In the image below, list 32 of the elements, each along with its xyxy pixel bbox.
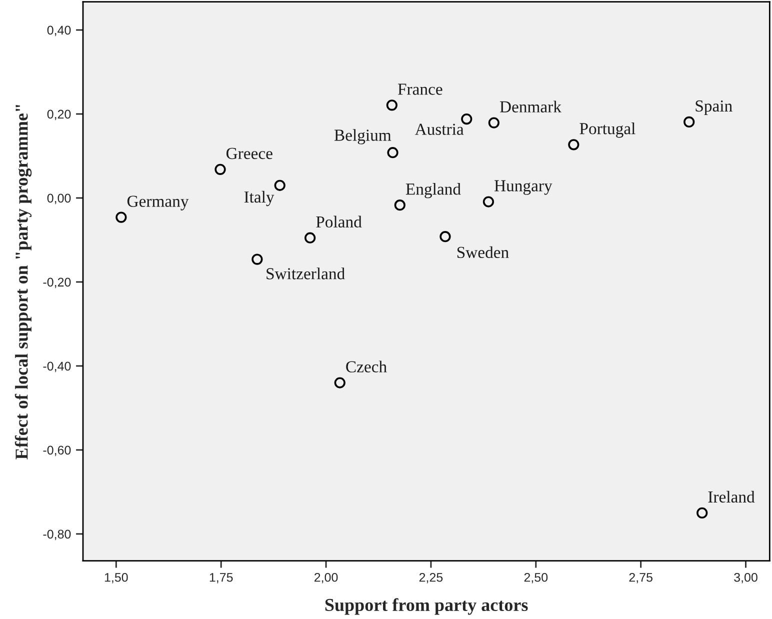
- x-tick-label: 2,25: [419, 572, 443, 584]
- annotation: England: [406, 183, 461, 198]
- annotation: Portugal: [580, 122, 636, 138]
- annotation: Greece: [226, 148, 272, 160]
- annotation: Hungary: [494, 180, 552, 195]
- annotation: Italy: [244, 190, 274, 206]
- annotation: France: [398, 84, 442, 95]
- y-tick-label: 0,40: [47, 26, 71, 36]
- annotation: Austria: [414, 124, 464, 135]
- annotation: Switzerland: [266, 268, 345, 280]
- annotation: Sweden: [457, 246, 509, 258]
- y-axis-title: Effect of local support on "party programme": [14, 104, 32, 460]
- annotation: Ireland: [708, 490, 755, 503]
- y-tick-label: -0,20: [43, 278, 71, 288]
- annotation: Denmark: [500, 100, 562, 112]
- x-tick-label: 2,75: [629, 572, 652, 584]
- y-tick-label: -0,40: [43, 362, 71, 372]
- x-tick-label: 1,50: [104, 572, 128, 584]
- annotation: Belgium: [334, 129, 392, 144]
- annotation: Czech: [346, 360, 387, 372]
- y-tick-label: 0,20: [47, 110, 71, 120]
- x-axis-title: Support from party actors: [325, 598, 528, 615]
- x-tick-label: 1,75: [210, 573, 233, 584]
- y-tick-label: -0,60: [43, 446, 71, 456]
- annotation: Germany: [127, 196, 189, 210]
- x-tick-label: 3,00: [734, 572, 758, 584]
- x-tick-label: 2,50: [524, 572, 548, 584]
- annotation: Poland: [316, 216, 362, 228]
- x-tick-label: 2,00: [314, 572, 338, 584]
- annotation: Spain: [696, 100, 732, 116]
- y-tick-label: -0,80: [43, 530, 71, 540]
- y-tick-label: 0,00: [47, 194, 71, 204]
